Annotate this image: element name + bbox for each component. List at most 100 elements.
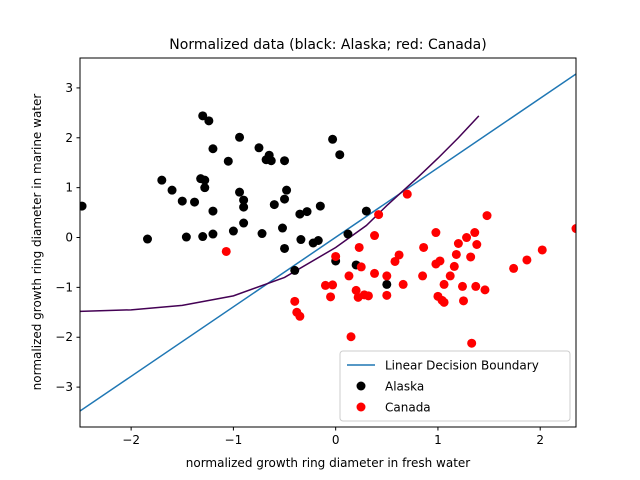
chart-title: Normalized data (black: Alaska; red: Can… <box>169 37 486 53</box>
canada-point <box>390 256 400 266</box>
alaska-point <box>280 194 290 204</box>
canada-point <box>382 271 392 281</box>
canada-point <box>351 285 361 295</box>
alaska-point <box>280 243 290 253</box>
alaska-point <box>223 156 233 166</box>
canada-point <box>394 250 404 260</box>
alaska-point <box>239 218 249 228</box>
alaska-point <box>208 206 218 216</box>
x-tick-label: 1 <box>434 433 442 447</box>
alaska-point <box>295 209 305 219</box>
canada-point <box>445 271 455 281</box>
canada-point <box>346 332 356 342</box>
alaska-point <box>277 223 287 233</box>
alaska-point <box>190 197 200 207</box>
canada-point <box>363 291 373 301</box>
legend-canada-label: Canada <box>385 401 431 415</box>
canada-point <box>439 279 449 289</box>
canada-point <box>451 249 461 259</box>
alaska-point <box>313 236 323 246</box>
legend-alaska-label: Alaska <box>385 380 424 394</box>
alaska-point <box>257 229 267 239</box>
canada-point <box>419 242 429 252</box>
alaska-point <box>282 185 292 195</box>
canada-point <box>457 281 467 291</box>
alaska-point <box>239 202 249 212</box>
canada-point <box>509 263 519 273</box>
canada-point <box>418 271 428 281</box>
x-axis-label: normalized growth ring diameter in fresh… <box>186 456 471 470</box>
alaska-point <box>302 207 312 217</box>
alaska-point <box>280 156 290 166</box>
y-axis: −3 −2 −1 0 1 2 3 <box>55 81 80 394</box>
canada-point <box>374 210 384 220</box>
canada-point <box>382 290 392 300</box>
plot-area <box>80 73 576 412</box>
alaska-point <box>254 143 264 153</box>
canada-point <box>326 292 336 302</box>
canada-point <box>459 296 469 306</box>
canada-point <box>295 311 305 321</box>
legend-box <box>339 350 571 422</box>
alaska-point <box>204 116 214 126</box>
canada-point <box>466 252 476 262</box>
x-tick-label: 2 <box>536 433 544 447</box>
canada-point <box>354 242 364 252</box>
y-axis-label: normalized growth ring diameter in marin… <box>30 94 44 391</box>
canada-point <box>471 281 481 291</box>
alaska-point <box>142 234 152 244</box>
canada-point <box>328 280 338 290</box>
alaska-point <box>235 132 245 142</box>
alaska-point <box>228 226 238 236</box>
alaska-point <box>198 111 208 121</box>
legend: Linear Decision Boundary Alaska Canada <box>339 350 571 422</box>
y-tick-label: −2 <box>55 330 73 344</box>
canada-point <box>356 262 366 272</box>
canada-point <box>370 268 380 278</box>
alaska-point <box>328 134 338 144</box>
y-tick-label: −3 <box>55 380 73 394</box>
alaska-point <box>157 175 167 185</box>
x-tick-label: 0 <box>332 433 340 447</box>
canada-point <box>537 245 547 255</box>
canada-point <box>370 231 380 241</box>
alaska-point <box>296 235 306 245</box>
y-tick-label: 2 <box>65 131 73 145</box>
alaska-point <box>200 175 210 185</box>
canada-point <box>482 211 492 221</box>
canada-point <box>290 296 300 306</box>
alaska-point <box>235 187 245 197</box>
alaska-point <box>290 265 300 275</box>
alaska-point <box>208 144 218 154</box>
canada-point <box>472 239 482 249</box>
legend-alaska-marker <box>356 381 366 391</box>
alaska-point <box>266 156 276 166</box>
alaska-point <box>181 232 191 242</box>
canada-point <box>398 279 408 289</box>
y-tick-label: 3 <box>65 81 73 95</box>
canada-point <box>320 280 330 290</box>
canada-point <box>462 233 472 243</box>
alaska-point <box>239 195 249 205</box>
alaska-point <box>200 183 210 193</box>
alaska-point <box>315 201 325 211</box>
alaska-point <box>80 201 87 211</box>
canada-point <box>470 228 480 238</box>
canada-point <box>522 255 532 265</box>
alaska-point <box>177 196 187 206</box>
canada-point <box>449 261 459 271</box>
y-tick-label: 0 <box>65 231 73 245</box>
y-tick-label: −1 <box>55 280 73 294</box>
axes-frame <box>79 57 577 428</box>
alaska-point <box>167 185 177 195</box>
x-tick-label: −1 <box>225 433 243 447</box>
alaska-point <box>343 229 353 239</box>
legend-canada-marker <box>356 402 366 412</box>
y-tick-label: 1 <box>65 181 73 195</box>
canada-point <box>402 189 412 199</box>
canada-point <box>344 271 354 281</box>
x-tick-label: −2 <box>122 433 140 447</box>
x-axis: −2 −1 0 1 2 <box>122 427 544 447</box>
canada-point <box>571 224 576 234</box>
